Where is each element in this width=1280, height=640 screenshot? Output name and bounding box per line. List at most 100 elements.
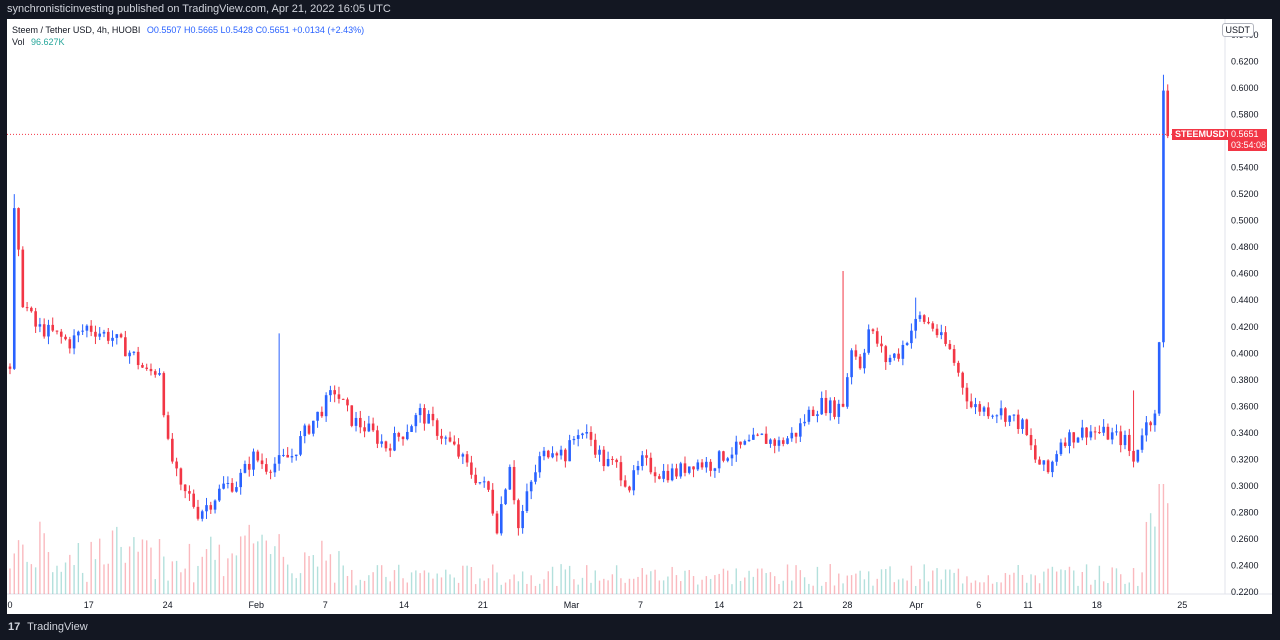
bar-countdown: 03:54:08 xyxy=(1228,140,1267,152)
volume-bar xyxy=(547,571,549,594)
candle-body xyxy=(935,328,939,336)
volume-bar xyxy=(543,579,545,594)
volume-bar xyxy=(867,571,870,594)
price-tick-label: 0.2200 xyxy=(1231,587,1259,597)
volume-bar xyxy=(650,571,652,594)
candle-body xyxy=(239,472,242,488)
chart-panel[interactable]: 0.64000.62000.60000.58000.56000.54000.52… xyxy=(7,19,1272,614)
candle-body xyxy=(756,434,759,436)
candle-body xyxy=(1042,460,1046,465)
candle-body xyxy=(367,423,371,432)
time-tick-label: Feb xyxy=(249,600,265,610)
candle-body xyxy=(559,449,563,456)
volume-bar xyxy=(517,581,520,594)
candle-body xyxy=(444,437,448,439)
candle-body xyxy=(414,415,418,427)
candle-body xyxy=(799,423,802,437)
volume-bar xyxy=(893,582,896,594)
candle-body xyxy=(512,466,516,501)
candle-body xyxy=(102,331,106,334)
chart-canvas[interactable]: 0.64000.62000.60000.58000.56000.54000.52… xyxy=(7,19,1272,614)
volume-bar xyxy=(808,583,810,594)
candle-body xyxy=(21,249,25,308)
volume-bar xyxy=(73,565,75,594)
candle-body xyxy=(149,368,153,372)
candle-body xyxy=(401,436,405,440)
candle-body xyxy=(448,437,452,442)
candle-body xyxy=(969,401,973,408)
legend-low: L0.5428 xyxy=(220,25,254,35)
candle-body xyxy=(880,343,883,347)
time-tick-label: 18 xyxy=(1092,600,1102,610)
volume-bar xyxy=(205,549,208,594)
candle-body xyxy=(124,337,127,357)
volume-bar xyxy=(932,570,934,594)
legend-ohlc-row: Steem / Tether USD, 4h, HUOBI O0.5507 H0… xyxy=(12,24,364,36)
volume-bar xyxy=(560,564,562,594)
volume-bar xyxy=(1077,585,1079,594)
candle-body xyxy=(730,454,734,459)
candle-body xyxy=(910,330,913,344)
candle-body xyxy=(329,390,332,396)
candle-body xyxy=(85,325,89,331)
candle-body xyxy=(482,481,486,483)
price-tick-label: 0.4400 xyxy=(1231,295,1259,305)
legend-close: C0.5651 xyxy=(255,25,290,35)
price-tick-label: 0.6000 xyxy=(1231,83,1259,93)
volume-bar xyxy=(432,578,434,594)
volume-bar xyxy=(1000,582,1002,594)
volume-bar xyxy=(1137,585,1139,594)
candle-body xyxy=(94,331,97,337)
volume-bar xyxy=(949,569,951,594)
volume-bar xyxy=(551,566,554,594)
volume-bar xyxy=(94,559,97,594)
price-tick-label: 0.3400 xyxy=(1231,428,1259,438)
candle-body xyxy=(734,441,738,455)
volume-bar xyxy=(137,551,139,594)
candle-body xyxy=(8,366,12,369)
brand-name[interactable]: TradingView xyxy=(27,621,88,633)
volume-bar xyxy=(906,580,908,594)
volume-bar xyxy=(675,575,678,594)
candle-body xyxy=(508,466,512,490)
candle-body xyxy=(653,472,657,477)
volume-bar xyxy=(603,578,605,594)
volume-bar xyxy=(812,585,814,594)
candle-body xyxy=(764,433,768,444)
legend-symbol[interactable]: Steem / Tether USD, 4h, HUOBI xyxy=(12,25,141,35)
candle-body xyxy=(1063,442,1067,447)
volume-bar xyxy=(829,564,831,594)
candle-body xyxy=(1153,413,1157,426)
volume-bar xyxy=(889,566,891,594)
candle-body xyxy=(418,408,422,416)
volume-bar xyxy=(1167,503,1169,594)
candle-body xyxy=(252,451,255,470)
volume-bar xyxy=(521,571,524,594)
candle-body xyxy=(850,350,853,378)
volume-bar xyxy=(761,568,763,594)
candle-body xyxy=(303,425,307,437)
volume-bar xyxy=(833,585,836,594)
volume-bar xyxy=(146,540,148,594)
volume-bar xyxy=(910,565,913,594)
volume-bar xyxy=(308,555,310,594)
candle-body xyxy=(222,483,225,489)
candle-body xyxy=(145,367,149,369)
volume-bar xyxy=(671,566,673,594)
candle-body xyxy=(397,433,401,437)
volume-bar xyxy=(393,570,396,594)
candle-body xyxy=(376,430,379,444)
candle-body xyxy=(769,439,772,444)
tradingview-logo-icon[interactable]: 17 xyxy=(8,621,21,633)
candle-body xyxy=(1085,427,1088,438)
price-tick-label: 0.3200 xyxy=(1231,454,1259,464)
candle-body xyxy=(931,323,935,329)
candle-body xyxy=(602,449,606,467)
legend-vol-label[interactable]: Vol xyxy=(12,37,25,47)
price-unit-button[interactable]: USDT xyxy=(1221,23,1254,37)
volume-bar xyxy=(1004,573,1007,594)
last-price-value: 0.5651 xyxy=(1228,129,1267,141)
volume-bar xyxy=(1128,582,1130,594)
candle-body xyxy=(119,334,123,338)
volume-bar xyxy=(406,582,409,594)
